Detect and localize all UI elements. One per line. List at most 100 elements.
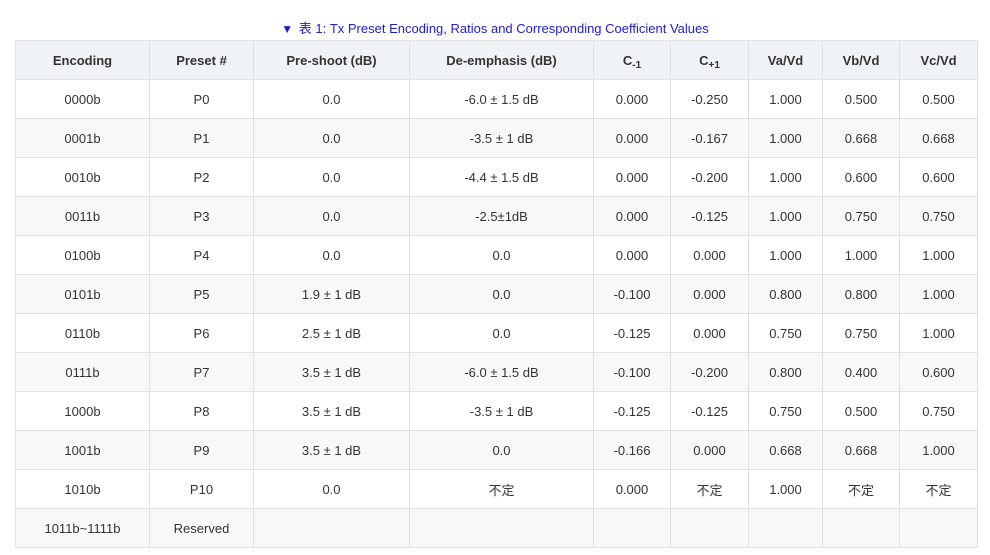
cell-vb-vd: 0.750 [822, 313, 900, 353]
cell-vb-vd: 1.000 [822, 235, 900, 275]
cell-va-vd: 0.750 [748, 391, 823, 431]
table-row: 0000b P0 0.0 -6.0 ± 1.5 dB 0.000 -0.250 … [15, 79, 978, 119]
cell-c-plus-1: -0.125 [670, 196, 749, 236]
cell-preshoot: 2.5 ± 1 dB [253, 313, 410, 353]
cell-c-minus-1 [593, 508, 671, 548]
cell-encoding: 0010b [15, 157, 150, 197]
collapse-triangle-icon[interactable]: ▼ [281, 22, 294, 36]
cell-vc-vd: 不定 [899, 469, 978, 509]
cell-vb-vd: 0.668 [822, 430, 900, 470]
table-body: 0000b P0 0.0 -6.0 ± 1.5 dB 0.000 -0.250 … [15, 79, 978, 548]
header-c-plus-1: C+1 [670, 40, 749, 80]
cell-va-vd: 0.750 [748, 313, 823, 353]
cell-va-vd: 1.000 [748, 118, 823, 158]
cell-preset: Reserved [149, 508, 254, 548]
cell-vc-vd: 1.000 [899, 313, 978, 353]
cell-va-vd: 0.800 [748, 352, 823, 392]
table-row: 0010b P2 0.0 -4.4 ± 1.5 dB 0.000 -0.200 … [15, 157, 978, 197]
cell-c-plus-1: 0.000 [670, 274, 749, 314]
header-c-plus-1-sub: +1 [708, 59, 720, 71]
header-c-minus-1: C-1 [593, 40, 671, 80]
cell-deemphasis: -6.0 ± 1.5 dB [409, 79, 594, 119]
cell-preset: P10 [149, 469, 254, 509]
cell-c-plus-1: 不定 [670, 469, 749, 509]
cell-preshoot: 1.9 ± 1 dB [253, 274, 410, 314]
cell-encoding: 0100b [15, 235, 150, 275]
cell-va-vd: 1.000 [748, 469, 823, 509]
cell-vc-vd: 0.668 [899, 118, 978, 158]
cell-vc-vd: 0.750 [899, 391, 978, 431]
cell-preset: P4 [149, 235, 254, 275]
cell-preshoot: 0.0 [253, 118, 410, 158]
cell-vb-vd: 0.668 [822, 118, 900, 158]
cell-encoding: 0110b [15, 313, 150, 353]
cell-c-plus-1: -0.200 [670, 352, 749, 392]
header-c-minus-1-sub: -1 [632, 59, 642, 71]
cell-va-vd: 1.000 [748, 79, 823, 119]
cell-vb-vd: 0.500 [822, 391, 900, 431]
cell-vc-vd [899, 508, 978, 548]
cell-encoding: 1000b [15, 391, 150, 431]
cell-preset: P9 [149, 430, 254, 470]
cell-c-plus-1: -0.167 [670, 118, 749, 158]
cell-c-plus-1: -0.250 [670, 79, 749, 119]
cell-preset: P2 [149, 157, 254, 197]
cell-vb-vd: 0.400 [822, 352, 900, 392]
cell-preset: P7 [149, 352, 254, 392]
cell-va-vd: 1.000 [748, 235, 823, 275]
cell-c-minus-1: 0.000 [593, 235, 671, 275]
header-c-minus-1-base: C [622, 52, 633, 68]
cell-deemphasis: -6.0 ± 1.5 dB [409, 352, 594, 392]
cell-vc-vd: 0.750 [899, 196, 978, 236]
table-row: 0101b P5 1.9 ± 1 dB 0.0 -0.100 0.000 0.8… [15, 274, 978, 314]
cell-encoding: 1001b [15, 430, 150, 470]
cell-c-minus-1: -0.100 [593, 352, 671, 392]
cell-deemphasis: 0.0 [409, 313, 594, 353]
cell-c-plus-1: -0.125 [670, 391, 749, 431]
cell-vc-vd: 0.600 [899, 352, 978, 392]
cell-va-vd [748, 508, 823, 548]
cell-preshoot: 0.0 [253, 196, 410, 236]
cell-vc-vd: 1.000 [899, 274, 978, 314]
cell-preset: P3 [149, 196, 254, 236]
cell-c-minus-1: 0.000 [593, 79, 671, 119]
cell-encoding: 0011b [15, 196, 150, 236]
cell-deemphasis: -3.5 ± 1 dB [409, 118, 594, 158]
header-vc-vd: Vc/Vd [899, 40, 978, 80]
table-row: 0011b P3 0.0 -2.5±1dB 0.000 -0.125 1.000… [15, 196, 978, 236]
cell-encoding: 1010b [15, 469, 150, 509]
cell-va-vd: 0.800 [748, 274, 823, 314]
header-encoding: Encoding [15, 40, 150, 80]
cell-deemphasis: -2.5±1dB [409, 196, 594, 236]
cell-vc-vd: 1.000 [899, 430, 978, 470]
cell-c-plus-1: -0.200 [670, 157, 749, 197]
cell-preset: P6 [149, 313, 254, 353]
table-row: 0111b P7 3.5 ± 1 dB -6.0 ± 1.5 dB -0.100… [15, 352, 978, 392]
cell-preshoot [253, 508, 410, 548]
cell-preshoot: 0.0 [253, 157, 410, 197]
cell-c-minus-1: -0.166 [593, 430, 671, 470]
cell-deemphasis: 0.0 [409, 274, 594, 314]
cell-encoding: 0000b [15, 79, 150, 119]
table-row: 1001b P9 3.5 ± 1 dB 0.0 -0.166 0.000 0.6… [15, 430, 978, 470]
header-preshoot: Pre-shoot (dB) [253, 40, 410, 80]
cell-c-minus-1: 0.000 [593, 118, 671, 158]
cell-vb-vd: 0.800 [822, 274, 900, 314]
cell-c-plus-1: 0.000 [670, 313, 749, 353]
cell-c-minus-1: -0.100 [593, 274, 671, 314]
cell-encoding: 1011b~1111b [15, 508, 150, 548]
header-va-vd: Va/Vd [748, 40, 823, 80]
cell-preset: P1 [149, 118, 254, 158]
cell-encoding: 0111b [15, 352, 150, 392]
cell-preshoot: 3.5 ± 1 dB [253, 430, 410, 470]
header-preset: Preset # [149, 40, 254, 80]
table-row: 1000b P8 3.5 ± 1 dB -3.5 ± 1 dB -0.125 -… [15, 391, 978, 431]
cell-deemphasis: -4.4 ± 1.5 dB [409, 157, 594, 197]
cell-c-minus-1: 0.000 [593, 469, 671, 509]
caption-text: 表 1: Tx Preset Encoding, Ratios and Corr… [298, 21, 709, 36]
cell-vb-vd [822, 508, 900, 548]
cell-preshoot: 0.0 [253, 235, 410, 275]
table-row: 0100b P4 0.0 0.0 0.000 0.000 1.000 1.000… [15, 235, 978, 275]
table-caption[interactable]: ▼ 表 1: Tx Preset Encoding, Ratios and Co… [0, 18, 990, 37]
cell-preshoot: 3.5 ± 1 dB [253, 352, 410, 392]
